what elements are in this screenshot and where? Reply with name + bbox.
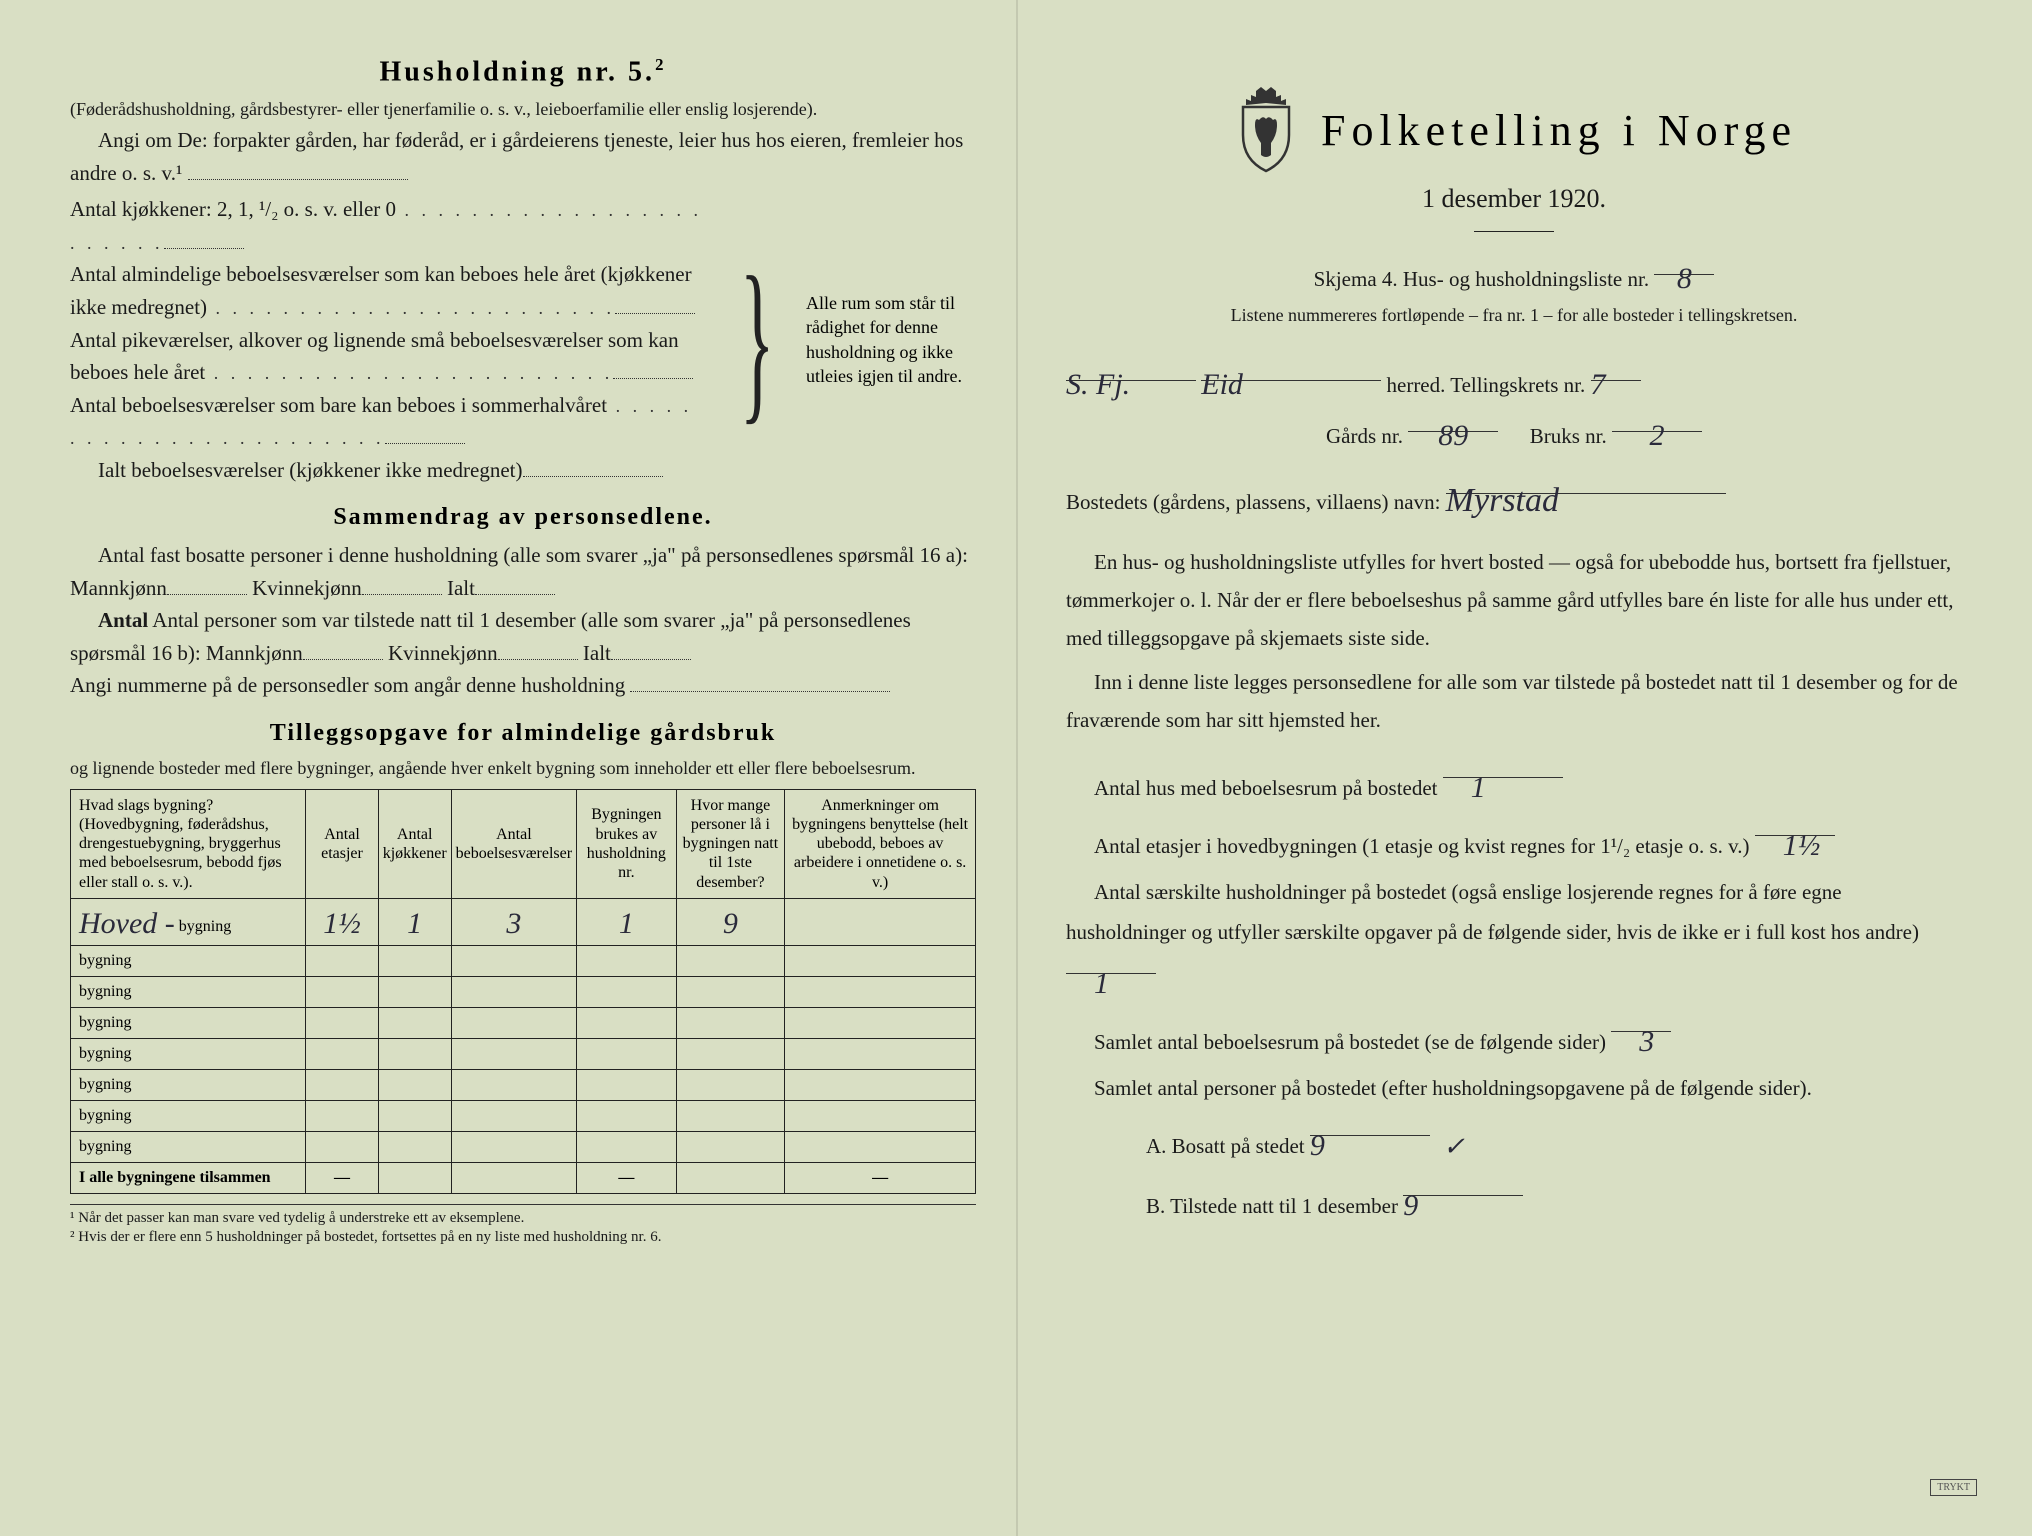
skjema-line: Skjema 4. Hus- og husholdningsliste nr. … (1066, 254, 1962, 296)
summary-line1: Antal fast bosatte personer i denne hush… (70, 539, 976, 604)
angi-line: Angi om De: forpakter gården, har føderå… (70, 124, 976, 189)
herred-line: S. Fj. Eid herred. Tellingskrets nr. 7 (1066, 360, 1962, 402)
summary-line3: Angi nummerne på de personsedler som ang… (70, 669, 976, 702)
left-page: Husholdning nr. 5.2 (Føderådshusholdning… (0, 0, 1016, 1536)
q1: Antal hus med beboelsesrum på bostedet 1 (1066, 757, 1962, 809)
table-row: bygning (71, 1131, 976, 1162)
row1-vaerelser: 3 (506, 907, 521, 940)
buildings-table: Hvad slags bygning? (Hovedbygning, føder… (70, 789, 976, 1194)
household5-note: (Føderådshusholdning, gårdsbestyrer- ell… (70, 96, 976, 124)
footnote2: ² Hvis der er flere enn 5 husholdninger … (70, 1228, 976, 1248)
row1-etasjer: 1½ (323, 907, 361, 940)
th-anm: Anmerkninger om bygningens benyttelse (h… (785, 789, 976, 898)
rooms-allyear: Antal almindelige beboelsesværelser som … (70, 258, 708, 323)
table-row: Hoved - bygning 1½ 1 3 1 9 (71, 898, 976, 945)
table-row: bygning (71, 1100, 976, 1131)
maid-rooms: Antal pikeværelser, alkover og lignende … (70, 324, 708, 389)
th-kjokkener: Antal kjøkkener (378, 789, 451, 898)
supplement-heading: Tilleggsopgave for almindelige gårdsbruk (70, 720, 976, 747)
table-row: bygning (71, 1038, 976, 1069)
listene-note: Listene nummereres fortløpende – fra nr.… (1066, 302, 1962, 330)
curly-brace: } (740, 259, 775, 421)
table-row: bygning (71, 945, 976, 976)
para2: Inn i denne liste legges personsedlene f… (1066, 664, 1962, 740)
household5-heading: Husholdning nr. 5.2 (70, 55, 976, 88)
coat-of-arms-icon (1231, 85, 1301, 175)
q3: Antal særskilte husholdninger på bostede… (1066, 873, 1962, 1005)
main-title: Folketelling i Norge (1321, 105, 1797, 156)
checkmark-icon: ✓ (1443, 1132, 1465, 1161)
para1: En hus- og husholdningsliste utfylles fo… (1066, 544, 1962, 657)
row1-type: Hoved - (79, 907, 175, 940)
th-hushold: Bygningen brukes av husholdning nr. (577, 789, 677, 898)
th-personer: Hvor mange personer lå i bygningen natt … (676, 789, 785, 898)
q2: Antal etasjer i hovedbygningen (1 etasje… (1066, 815, 1962, 867)
printer-mark: TRYKT (1930, 1479, 1977, 1496)
gards-line: Gårds nr. 89 Bruks nr. 2 (1066, 411, 1962, 453)
table-row: bygning (71, 1069, 976, 1100)
q4: Samlet antal beboelsesrum på bostedet (s… (1066, 1011, 1962, 1063)
brace-caption: Alle rum som står til rådighet for denne… (806, 291, 976, 388)
th-vaerelser: Antal beboelsesværelser (451, 789, 576, 898)
bosted-line: Bostedets (gårdens, plassens, villaens) … (1066, 473, 1962, 519)
supplement-sub: og lignende bosteder med flere bygninger… (70, 755, 976, 783)
q5b: B. Tilstede natt til 1 desember 9 (1146, 1175, 1962, 1227)
rooms-block: Antal kjøkkener: 2, 1, ¹/₂ o. s. v. elle… (70, 193, 976, 486)
footnote1: ¹ Når det passer kan man svare ved tydel… (70, 1209, 976, 1229)
row1-personer: 9 (723, 907, 738, 940)
table-row: bygning (71, 1007, 976, 1038)
kitchens-line: Antal kjøkkener: 2, 1, ¹/₂ o. s. v. elle… (70, 193, 708, 258)
row1-hushold: 1 (619, 907, 634, 940)
table-sum-row: I alle bygningene tilsammen — — — (71, 1162, 976, 1193)
table-row: bygning (71, 976, 976, 1007)
q5: Samlet antal personer på bostedet (efter… (1066, 1069, 1962, 1109)
total-rooms: Ialt beboelsesværelser (kjøkkener ikke m… (70, 454, 708, 487)
footnote-rule (70, 1204, 976, 1205)
q5a: A. Bosatt på stedet 9 ✓ (1146, 1115, 1962, 1169)
th-type: Hvad slags bygning? (Hovedbygning, føder… (71, 789, 306, 898)
row1-anm (785, 898, 976, 945)
right-page: Folketelling i Norge 1 desember 1920. Sk… (1016, 0, 2032, 1536)
title-row: Folketelling i Norge (1066, 85, 1962, 175)
census-date: 1 desember 1920. (1066, 179, 1962, 219)
th-etasjer: Antal etasjer (306, 789, 378, 898)
census-form-spread: Husholdning nr. 5.2 (Føderådshusholdning… (0, 0, 2032, 1536)
title-rule (1474, 231, 1554, 232)
summary-heading: Sammendrag av personsedlene. (70, 504, 976, 531)
row1-kjokkener: 1 (407, 907, 422, 940)
summary-line2: Antal Antal personer som var tilstede na… (70, 604, 976, 669)
summer-rooms: Antal beboelsesværelser som bare kan beb… (70, 389, 708, 454)
